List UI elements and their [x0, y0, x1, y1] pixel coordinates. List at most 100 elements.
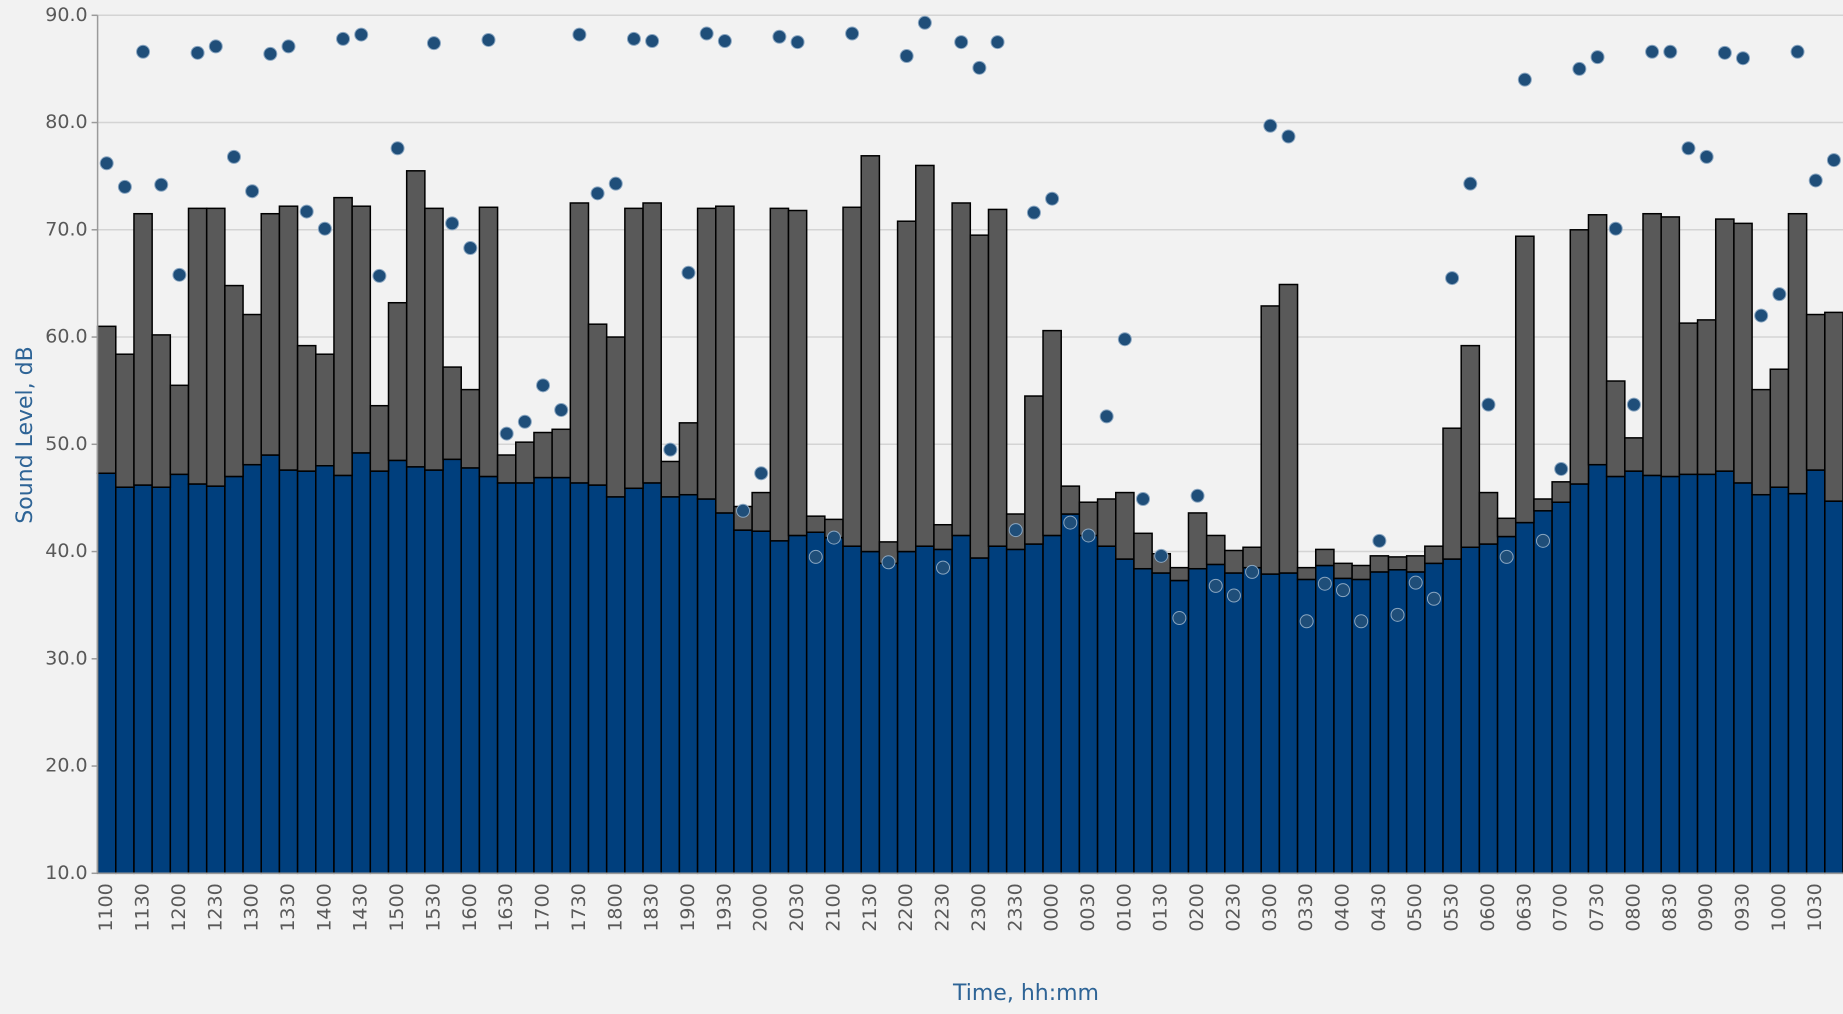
bar-segment — [787, 534, 808, 875]
scatter-point — [1372, 533, 1387, 548]
bar-segment — [296, 344, 317, 472]
y-tick-label: 60.0 — [45, 326, 87, 348]
x-tick-label: 2130 — [859, 883, 881, 931]
bar-segment — [242, 313, 262, 466]
bar-segment — [1205, 534, 1226, 566]
x-axis-title: Time, hh:mm — [952, 981, 1099, 1006]
scatter-point — [1445, 271, 1460, 286]
bar-segment — [1096, 545, 1117, 875]
x-tick-label: 0130 — [1150, 883, 1172, 931]
bar-segment — [605, 336, 626, 498]
y-tick-label: 90.0 — [45, 4, 87, 26]
scatter-point — [1754, 308, 1769, 323]
scatter-point — [117, 179, 132, 194]
bar-segment — [387, 459, 408, 875]
scatter-point — [790, 35, 805, 50]
bar-segment — [660, 460, 681, 498]
scatter-point — [1117, 332, 1132, 347]
scatter-point — [717, 34, 732, 49]
scatter-point — [808, 549, 823, 564]
scatter-point — [299, 204, 314, 219]
bar-segment — [1551, 481, 1572, 503]
bar-segment — [969, 557, 990, 875]
bar-segment — [1442, 427, 1462, 560]
bar-segment — [478, 206, 499, 478]
x-tick-label: 0330 — [1295, 883, 1317, 931]
x-tick-label: 1500 — [386, 883, 408, 931]
scatter-point — [1226, 588, 1241, 603]
scatter-point — [517, 414, 532, 429]
bar-segment — [278, 469, 299, 875]
scatter-point — [172, 267, 187, 282]
bar-segment — [515, 441, 535, 484]
bar-segment — [115, 486, 135, 875]
bar-segment — [1242, 566, 1262, 875]
scatter-point — [608, 176, 623, 191]
x-tick-label: 0100 — [1113, 883, 1135, 931]
bar-segment — [1769, 486, 1790, 875]
x-tick-label: 0500 — [1404, 883, 1426, 931]
scatter-point — [881, 555, 896, 570]
bar-segment — [896, 220, 917, 553]
bar-segment — [860, 550, 881, 875]
bar-segment — [1824, 500, 1843, 875]
bar-segment — [1260, 305, 1281, 575]
scatter-point — [463, 241, 478, 256]
bar-segment — [1678, 322, 1699, 476]
x-tick-label: 1730 — [568, 883, 590, 931]
bar-segment — [133, 484, 153, 875]
bar-segment — [333, 474, 353, 875]
bar-segment — [1514, 521, 1535, 875]
bar-segment — [260, 212, 281, 456]
scatter-point — [1245, 564, 1260, 579]
bar-segment — [1533, 510, 1553, 875]
bar-segment — [1115, 558, 1135, 875]
bar-segment — [1424, 545, 1444, 565]
scatter-point — [1772, 287, 1787, 302]
x-tick-label: 2030 — [786, 883, 808, 931]
x-tick-label: 0600 — [1477, 883, 1499, 931]
x-tick-label: 1700 — [532, 883, 554, 931]
scatter-point — [1336, 583, 1351, 598]
x-tick-label: 2200 — [895, 883, 917, 931]
scatter-point — [1645, 44, 1660, 59]
bar-segment — [405, 170, 426, 468]
scatter-point — [1590, 50, 1605, 65]
bar-segment — [769, 540, 790, 875]
scatter-point — [699, 26, 714, 41]
scatter-point — [245, 184, 260, 199]
scatter-point — [481, 32, 496, 47]
bar-segment — [515, 482, 535, 875]
scatter-point — [1008, 523, 1023, 538]
bar-segment — [351, 452, 372, 875]
bar-segment — [569, 482, 590, 875]
bar-segment — [1551, 501, 1572, 875]
bar-segment — [187, 207, 208, 485]
bar-segment — [933, 548, 953, 875]
scatter-point — [1736, 51, 1751, 66]
bar-segment — [1278, 572, 1299, 875]
scatter-point — [845, 26, 860, 41]
x-tick-label: 1600 — [459, 883, 481, 931]
y-tick-label: 40.0 — [45, 540, 87, 562]
bar-segment — [133, 212, 153, 486]
bar-segment — [605, 496, 626, 875]
scatter-point — [1663, 44, 1678, 59]
bar-segment — [587, 323, 608, 486]
scatter-point — [190, 45, 205, 60]
x-tick-label: 1230 — [204, 883, 226, 931]
scatter-point — [772, 29, 787, 44]
scatter-point — [1626, 397, 1641, 412]
bar-segment — [551, 476, 572, 875]
bar-segment — [1751, 388, 1772, 496]
bar-segment — [205, 207, 226, 487]
scatter-point — [917, 15, 932, 30]
bar-segment — [405, 466, 426, 875]
bar-segment — [1787, 492, 1808, 875]
bar-segment — [624, 207, 644, 490]
bar-segment — [696, 498, 717, 875]
scatter-point — [590, 186, 605, 201]
bar-segment — [424, 469, 444, 875]
bar-segment — [1078, 534, 1099, 875]
